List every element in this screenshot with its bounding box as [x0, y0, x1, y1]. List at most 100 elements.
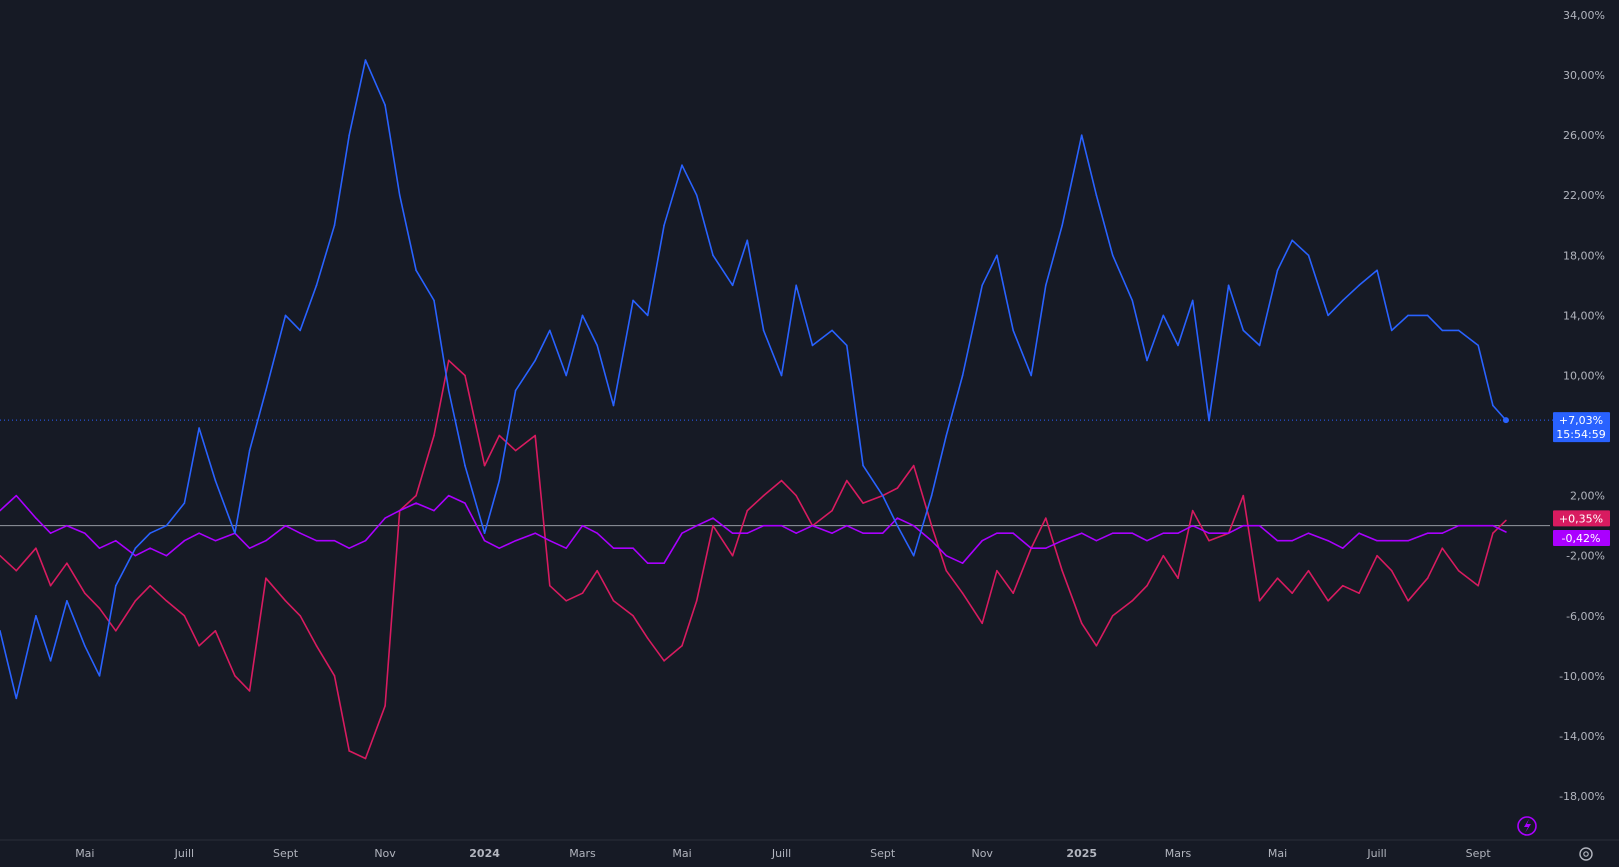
x-axis[interactable]: Mai Juill Sept Nov 2024 Mars Mai Juill Sept Nov 20… — [0, 839, 1619, 860]
series-0-point — [265, 389, 267, 392]
series-1-point — [498, 434, 501, 437]
series-1-point — [1111, 614, 1114, 617]
series-1-point — [447, 359, 450, 362]
series-1-point — [364, 757, 367, 760]
series-1-point — [1208, 539, 1210, 542]
series-0-point — [415, 269, 417, 272]
series-0-point — [695, 194, 698, 197]
series-1-point — [333, 675, 336, 677]
y-axis[interactable]: 34,00% 30,00% 26,00% 22,00% 18,00% 14,00% 10,0… — [1559, 9, 1605, 803]
series-1-point — [384, 705, 386, 707]
series-1-point — [731, 554, 734, 557]
series-1-point — [646, 637, 649, 640]
series-0-point — [483, 532, 486, 534]
series-0-point — [1341, 299, 1344, 302]
series-1-point — [0, 554, 1, 557]
series-1-point — [1441, 547, 1444, 549]
series-1-point — [695, 599, 698, 602]
last-value-labels: +7,03%15:54:59 +0,35% -0,42% — [1553, 412, 1610, 546]
series-2-point — [945, 554, 948, 557]
last-value-badge — [1553, 510, 1610, 527]
series-2-point — [1012, 532, 1015, 534]
series-2-point — [1477, 524, 1480, 527]
series-1-point — [1477, 584, 1480, 587]
series-0-point — [15, 697, 18, 700]
x-tick-label: 2025 — [1066, 847, 1097, 860]
series-2-point — [1131, 532, 1134, 534]
series-line-2 — [0, 494, 1507, 565]
series-1-point — [930, 524, 933, 527]
series-2-point — [596, 532, 598, 534]
series-2-point — [49, 532, 52, 534]
series-2-point — [1146, 539, 1148, 542]
series-0-point — [1426, 314, 1429, 317]
toolbar-icons[interactable] — [1517, 816, 1593, 861]
series-0-point — [1131, 299, 1134, 302]
x-tick-label: Juill — [771, 847, 791, 860]
series-0-point — [731, 284, 734, 287]
series-1-point — [115, 629, 117, 632]
series-2-point — [795, 532, 798, 534]
series-0-point — [762, 329, 765, 332]
x-tick-label: Juill — [1366, 847, 1386, 860]
series-1-point — [149, 584, 151, 587]
series-line-0 — [0, 59, 1507, 700]
series-1-point — [712, 524, 714, 527]
x-tick-label: Mai — [75, 847, 94, 860]
last-value-text: +0,35% — [1559, 512, 1603, 525]
series-1-point — [663, 660, 665, 662]
x-tick-label: Mai — [672, 847, 691, 860]
series-0-point — [134, 547, 137, 549]
series-1-point — [1426, 577, 1429, 580]
series-0-point — [1095, 194, 1098, 197]
series-2-point — [712, 517, 714, 519]
series-2-point — [35, 517, 37, 519]
series-1-point — [565, 599, 567, 602]
series-0-point — [1376, 269, 1378, 272]
series-1-point — [1457, 569, 1460, 572]
y-tick-label: 30,00% — [1563, 69, 1605, 82]
series-0-point — [831, 329, 833, 332]
x-tick-label: Sept — [273, 847, 299, 860]
series-2-point — [415, 502, 417, 504]
series-1-point — [415, 494, 417, 497]
series-1-point — [66, 562, 68, 565]
series-1-point — [248, 690, 251, 692]
series-2-point — [1457, 524, 1460, 527]
series-2-point — [1291, 539, 1294, 542]
series-2-point — [66, 524, 68, 527]
y-tick-label: -10,00% — [1559, 670, 1605, 683]
series-0-point — [862, 464, 864, 467]
lightning-icon[interactable] — [1517, 816, 1537, 836]
series-1-point — [981, 622, 984, 625]
series-2-point — [1242, 524, 1245, 527]
series-2-point — [1111, 532, 1114, 534]
series-2-point — [483, 539, 486, 542]
series-2-point — [961, 562, 964, 565]
series-0-point — [1258, 344, 1261, 347]
series-1-point — [1162, 554, 1165, 557]
series-0-point — [1441, 329, 1444, 332]
series-1-point — [198, 645, 200, 647]
series-2-point — [299, 532, 302, 534]
series-2-point — [1376, 539, 1378, 542]
series-0-point — [534, 359, 536, 362]
x-tick-label: Sept — [870, 847, 896, 860]
series-0-point — [1227, 284, 1230, 287]
series-2-point — [183, 539, 186, 542]
settings-icon[interactable] — [1579, 847, 1593, 861]
series-2-point — [1505, 531, 1507, 533]
series-1-point — [1407, 599, 1409, 602]
series-0-point — [35, 614, 37, 617]
series-2-point — [1080, 532, 1083, 534]
series-2-point — [646, 562, 649, 565]
series-2-point — [364, 539, 367, 542]
series-0-point — [646, 314, 649, 317]
series-0-point — [1111, 254, 1114, 257]
series-0-point — [98, 675, 101, 677]
y-tick-label: 2,00% — [1570, 490, 1605, 503]
y-tick-label: -14,00% — [1559, 730, 1605, 743]
last-value-text: +7,03% — [1559, 414, 1603, 427]
